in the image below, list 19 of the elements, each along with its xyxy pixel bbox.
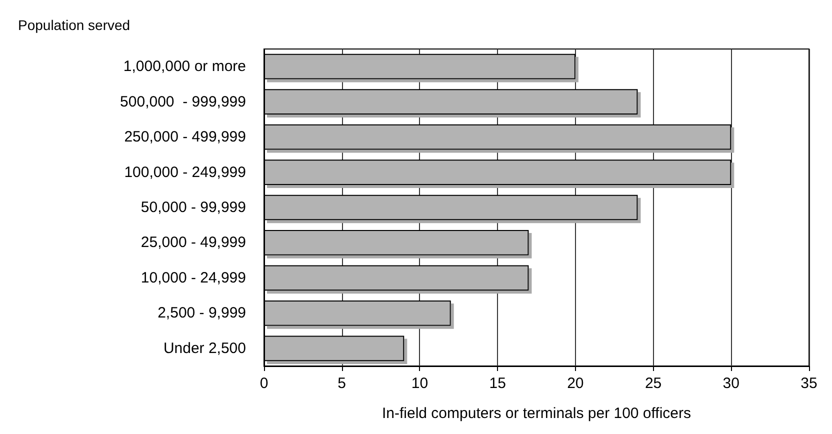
y-axis-title: Population served [18,17,130,33]
y-tick-label: 100,000 - 249,999 [124,164,246,181]
x-tick-label: 20 [567,375,584,392]
x-tick-label: 25 [644,375,662,392]
y-tick-label: Under 2,500 [163,340,246,357]
x-tick-label: 30 [722,375,740,392]
x-tick-label: 35 [800,375,818,392]
x-tick-label: 15 [489,375,506,392]
y-tick-label: 50,000 - 99,999 [140,199,246,216]
x-tick-label: 0 [260,375,268,392]
y-tick-label: 2,500 - 9,999 [158,304,246,322]
y-tick-label: 500,000 - 999,999 [120,93,246,110]
x-tick-label: 10 [411,375,428,392]
y-tick-label: 10,000 - 24,999 [140,269,246,286]
y-tick-label: 1,000,000 or more [123,58,246,76]
y-tick-label: 25,000 - 49,999 [140,234,246,252]
x-tick-label: 5 [338,375,346,392]
x-axis-title: In-field computers or terminals per 100 officers [382,405,692,422]
y-tick-label: 250,000 - 499,999 [124,128,246,146]
